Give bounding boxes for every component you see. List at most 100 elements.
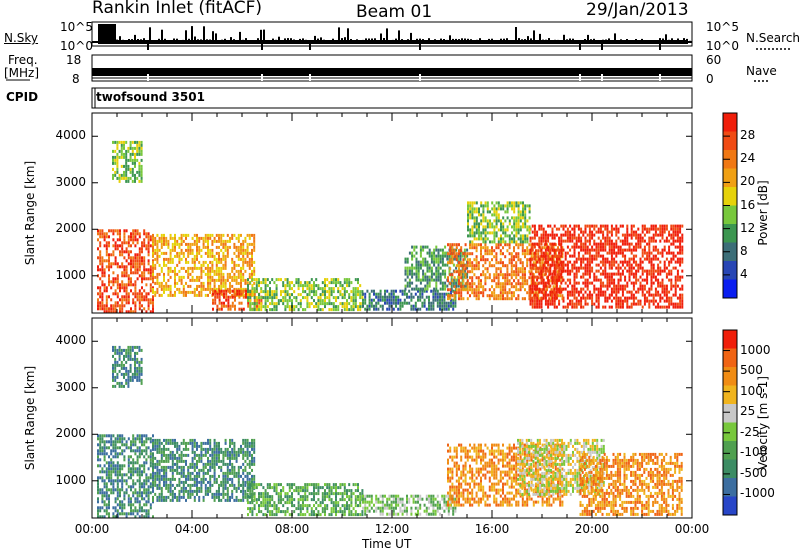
freq-unit-label: [MHz] xyxy=(4,66,40,80)
cpid-value: twofsound 3501 xyxy=(96,90,205,104)
velocity-colorbar-swatch xyxy=(723,422,737,442)
power-colorbar-tick-label: 24 xyxy=(740,151,756,166)
velocity-colorbar-swatch xyxy=(723,348,737,368)
nsky-spike xyxy=(563,34,565,42)
power-colorbar-swatch xyxy=(723,113,737,132)
nsky-spike xyxy=(239,31,241,42)
velocity-ytick-label: 1000 xyxy=(55,472,86,487)
power-colorbar-swatch xyxy=(723,131,737,151)
power-colorbar-swatch xyxy=(723,224,737,243)
velocity-colorbar-tick-label: -25 xyxy=(740,424,760,439)
power-y-ticks xyxy=(92,135,692,277)
velocity-echo-region xyxy=(112,345,143,388)
power-echo-region xyxy=(447,243,564,301)
power-colorbar-swatch xyxy=(723,168,737,188)
freq-trace xyxy=(92,68,692,76)
station-title: Rankin Inlet (fitACF) xyxy=(92,0,263,18)
velocity-colorbar-swatch xyxy=(723,367,737,386)
velocity-echo-region xyxy=(247,483,364,517)
power-ylabel: Slant Range [km] xyxy=(23,160,37,266)
velocity-colorbar-tick-label: -500 xyxy=(740,465,768,480)
freq-tick-top: 18 xyxy=(66,53,82,67)
nsky-spike xyxy=(278,36,280,42)
nsky-trace xyxy=(92,24,692,43)
velocity-ytick-label: 2000 xyxy=(55,426,86,441)
nave-tick-top: 60 xyxy=(706,53,722,67)
nsky-spike xyxy=(380,33,382,42)
nsky-spike xyxy=(539,33,541,42)
x-tick-label: 12:00 xyxy=(374,522,410,536)
velocity-ylabel: Slant Range [km] xyxy=(23,365,37,471)
nsky-spike xyxy=(215,33,217,42)
velocity-echo-region xyxy=(97,434,154,519)
velocity-colorbar-tick-label: 25 xyxy=(740,404,756,419)
strip-gap-markers xyxy=(147,44,661,81)
power-colorbar-tick-label: 20 xyxy=(740,174,756,189)
nsky-spike xyxy=(587,34,589,42)
velocity-colorbar-swatch xyxy=(723,459,737,479)
velocity-colorbar-tick-label: -1000 xyxy=(740,486,775,501)
x-tick-label: 20:00 xyxy=(574,522,610,536)
nsearch-label: N.Search xyxy=(746,31,800,45)
velocity-colorbar-frame xyxy=(722,329,738,516)
nsky-spike xyxy=(149,27,151,42)
velocity-colorbar-swatch xyxy=(723,330,737,349)
nsky-spike xyxy=(449,35,451,42)
power-colorbar-swatch xyxy=(723,261,737,280)
power-colorbar-tick-label: 8 xyxy=(740,243,748,258)
freq-label: Freq. xyxy=(8,53,38,67)
power-echo-region xyxy=(467,201,531,244)
nsky-spike xyxy=(533,30,535,42)
power-echo-region xyxy=(362,289,457,311)
velocity-echo-region xyxy=(362,494,457,516)
nsky-tick-top: 10^5 xyxy=(60,20,93,34)
nsky-spike xyxy=(191,26,193,42)
power-ytick-label: 1000 xyxy=(55,267,86,282)
nsky-spike xyxy=(119,36,121,42)
velocity-x-ticks xyxy=(91,318,693,518)
nsky-spike xyxy=(344,37,346,42)
velocity-colorbar-tick-label: 100 xyxy=(740,383,763,398)
x-tick-label: 16:00 xyxy=(474,522,510,536)
velocity-colorbar-swatch xyxy=(723,404,737,423)
nave-label: Nave xyxy=(746,64,777,78)
velocity-ytick-label: 3000 xyxy=(55,379,86,394)
nsky-spike xyxy=(527,36,529,42)
velocity-colorbar-swatch xyxy=(723,385,737,405)
x-tick-label: 00:00 xyxy=(74,522,110,536)
nave-tick-bottom: 0 xyxy=(706,72,714,86)
nsky-spike xyxy=(386,28,388,42)
power-colorbar xyxy=(722,112,738,299)
velocity-colorbar-tick-label: 500 xyxy=(740,363,763,378)
power-echo-region xyxy=(247,278,364,312)
nsky-spike xyxy=(185,30,187,42)
nsky-spike xyxy=(347,28,349,42)
nsky-spike xyxy=(212,31,214,42)
nsky-spike xyxy=(320,37,322,42)
velocity-colorbar-swatch xyxy=(723,496,737,516)
nsky-spike xyxy=(263,29,265,42)
nsky-spike xyxy=(260,29,262,42)
freq-tick-bottom: 8 xyxy=(72,72,80,86)
power-x-ticks xyxy=(91,113,693,313)
power-ytick-label: 2000 xyxy=(55,221,86,236)
power-echo-region xyxy=(529,224,684,309)
nsky-spike xyxy=(614,33,616,42)
cpid-label: CPID xyxy=(6,90,39,104)
power-colorbar-tick-label: 16 xyxy=(740,197,756,212)
velocity-colorbar-tick-label: 1000 xyxy=(740,342,771,357)
cpid-strip-frame xyxy=(91,87,693,109)
velocity-echo-region xyxy=(152,438,256,502)
nsearch-trace xyxy=(98,40,688,44)
nsearch-tick-top: 10^5 xyxy=(706,20,739,34)
nsky-spike xyxy=(515,27,517,42)
nsky-spike xyxy=(338,27,340,42)
date-title: 29/Jan/2013 xyxy=(586,0,689,20)
nsky-spike xyxy=(665,34,667,42)
nsearch-tick-bottom: 10^0 xyxy=(706,39,739,53)
power-colorbar-swatch xyxy=(723,187,737,206)
velocity-colorbar-swatch xyxy=(723,478,737,497)
power-echo-region xyxy=(112,140,143,183)
x-axis-label: Time UT xyxy=(362,537,412,551)
